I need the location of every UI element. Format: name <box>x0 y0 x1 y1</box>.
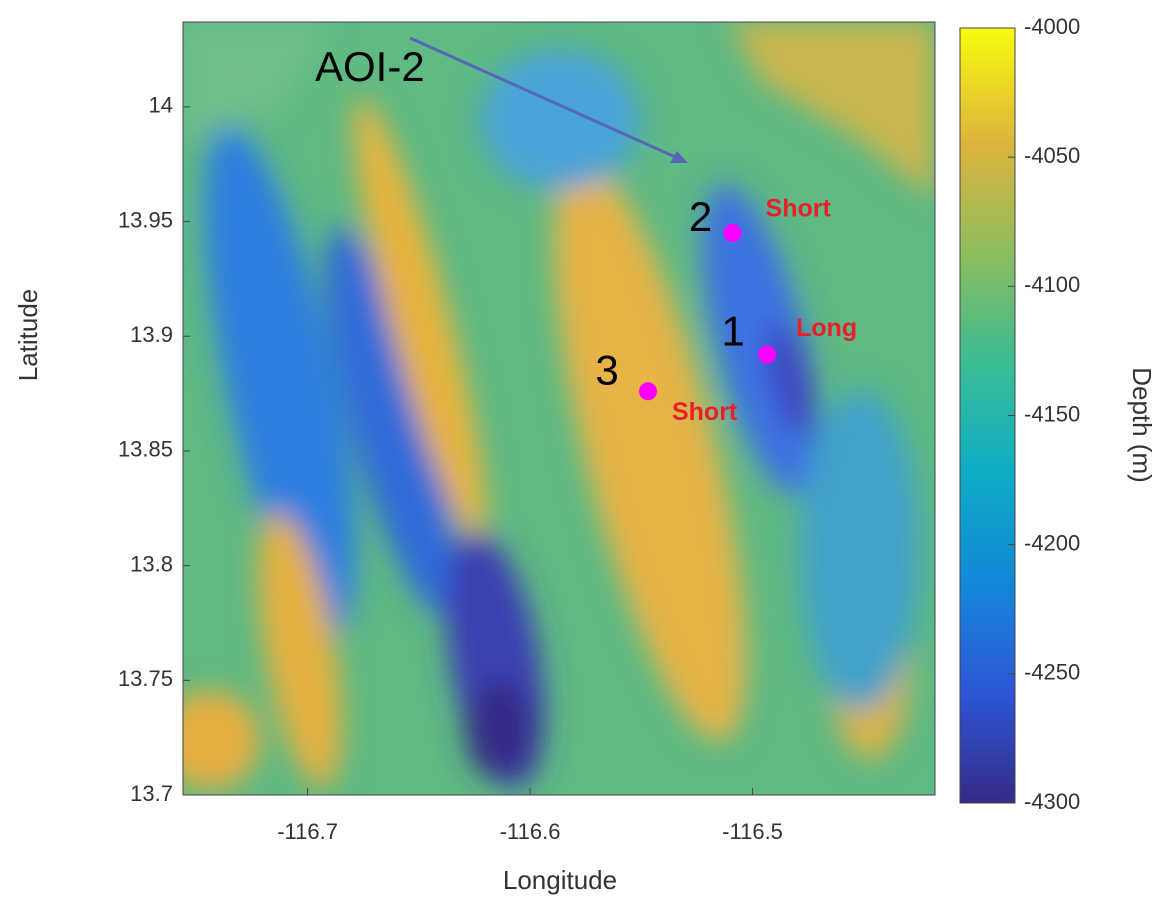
point-note: Short <box>766 195 832 223</box>
colorbar-tick-label: -4150 <box>1024 401 1080 426</box>
colorbar <box>959 27 1016 804</box>
point-label: 1 <box>721 308 744 355</box>
y-tick-label: 13.9 <box>130 322 173 347</box>
plot-frame <box>182 21 936 796</box>
colorbar-tick-label: -4100 <box>1024 272 1080 297</box>
x-axis-label: Longitude <box>503 865 617 895</box>
arrow-head <box>670 151 688 163</box>
colorbar-tick-label: -4300 <box>1024 789 1080 814</box>
bathymetry-map <box>183 22 935 795</box>
point-label: 3 <box>595 346 618 393</box>
x-tick-label: -116.6 <box>500 819 561 844</box>
y-tick-label: 13.7 <box>130 781 173 806</box>
point <box>638 382 657 401</box>
colorbar-tick-label: -4250 <box>1024 660 1080 685</box>
y-axis-label: Latitude <box>13 289 43 382</box>
point <box>723 224 742 243</box>
colorbar-tick-label: -4000 <box>1024 14 1080 39</box>
colorbar-label: Depth (m) <box>1127 367 1157 483</box>
y-tick-label: 13.85 <box>118 437 173 462</box>
y-tick-label: 13.95 <box>118 207 173 232</box>
point-label: 2 <box>689 193 712 240</box>
point-note: Long <box>796 314 857 342</box>
x-tick-label: -116.7 <box>277 819 338 844</box>
point <box>758 345 777 364</box>
annotation-arrow <box>409 36 683 162</box>
x-tick-label: -116.5 <box>722 819 783 844</box>
colorbar-tick-label: -4050 <box>1024 143 1080 168</box>
y-tick-label: 13.8 <box>130 551 173 576</box>
y-tick-label: 14 <box>149 93 173 118</box>
colorbar-tick-label: -4200 <box>1024 530 1080 555</box>
y-tick-label: 13.75 <box>118 666 173 691</box>
annotation: AOI-2 <box>315 43 425 90</box>
point-note: Short <box>672 398 738 426</box>
